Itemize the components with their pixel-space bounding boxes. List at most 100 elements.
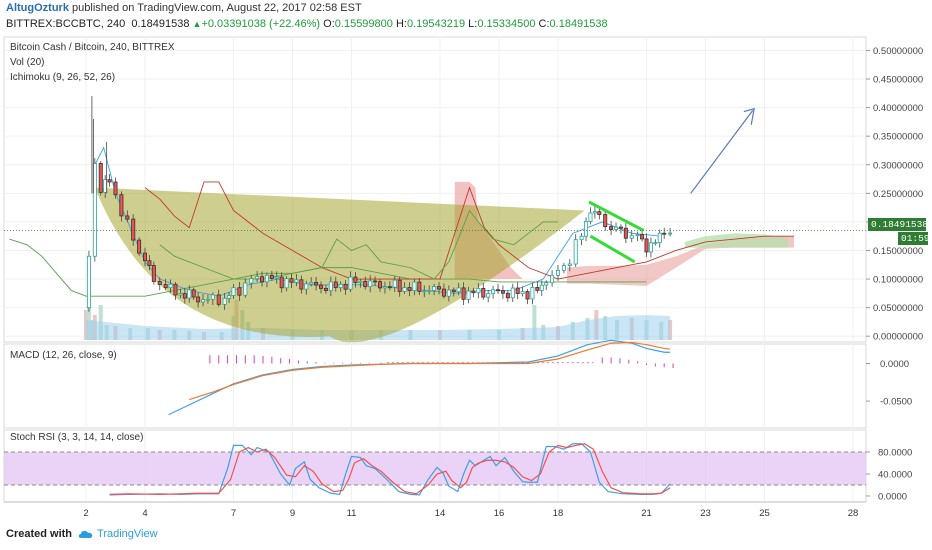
- y-tick-label: 0.25000000: [873, 189, 923, 200]
- bar-timer-tag: 01:59: [898, 232, 930, 245]
- candle-body: [289, 278, 294, 283]
- x-tick-label: 25: [759, 508, 770, 519]
- candle-body: [441, 288, 446, 297]
- candle-body: [151, 265, 156, 282]
- candle-body: [451, 289, 456, 293]
- x-tick-label: 11: [347, 508, 357, 519]
- arrow-head-icon: [743, 107, 755, 125]
- x-tick-label: 4: [142, 508, 147, 519]
- candle-body: [609, 226, 614, 230]
- candle-body: [446, 289, 451, 297]
- candle-body: [588, 212, 593, 222]
- candle-body: [309, 281, 314, 285]
- candle-body: [86, 255, 91, 309]
- volume-legend[interactable]: Vol (20): [10, 57, 45, 68]
- chart-canvas[interactable]: 2 4 7 9 11 14 16 18 21 23 25 28 0.50000000 0.45000000…: [0, 36, 932, 520]
- candle-body: [227, 295, 232, 299]
- y-tick-label: 0.30000000: [873, 160, 923, 171]
- candle-body: [92, 163, 97, 257]
- candle-body: [178, 293, 183, 296]
- y-tick-label: 0.50000000: [873, 46, 923, 57]
- candle-body: [163, 284, 168, 289]
- candle-body: [210, 294, 215, 300]
- candle-body: [274, 276, 279, 279]
- candle-body: [373, 280, 378, 283]
- candle-body: [222, 297, 227, 305]
- candle-body: [437, 286, 442, 290]
- candle-body: [476, 288, 481, 294]
- candle-body: [432, 286, 437, 291]
- last-price-tag: 0.18491538: [868, 218, 928, 231]
- tradingview-brand[interactable]: TradingView: [78, 528, 158, 540]
- y-tick-label: 0.40000000: [873, 103, 923, 114]
- candle-body: [525, 291, 530, 300]
- candle-body: [644, 238, 649, 253]
- candle-body: [520, 291, 525, 294]
- candle-body: [603, 214, 608, 228]
- candle-body: [157, 281, 162, 285]
- macd-y-tick-label: -0.0500: [880, 397, 912, 408]
- x-tick-label: 16: [494, 508, 505, 519]
- macd-legend[interactable]: MACD (12, 26, close, 9): [10, 350, 117, 361]
- volume-bar: [86, 285, 91, 340]
- candle-body: [597, 211, 602, 215]
- chart-frame[interactable]: 2 4 7 9 11 14 16 18 21 23 25 28 0.50000000 0.45000000…: [0, 36, 932, 520]
- author-link[interactable]: AltugOzturk: [6, 2, 69, 14]
- candle-body: [561, 265, 566, 271]
- candle-body: [196, 296, 201, 303]
- candle-body: [387, 286, 392, 289]
- macd-histogram: [209, 355, 674, 369]
- candle-body: [201, 299, 206, 303]
- candle-body: [173, 283, 178, 296]
- high-label: H:: [395, 18, 407, 30]
- candle-body: [279, 276, 284, 289]
- ichimoku-legend[interactable]: Ichimoku (9, 26, 52, 26): [10, 72, 116, 83]
- x-tick-label: 23: [700, 508, 711, 519]
- candle-body: [98, 163, 103, 193]
- candle-body: [125, 215, 130, 220]
- candle-body: [147, 260, 152, 266]
- header-ohlc-line: BITTREX:BCCBTC, 240 0.18491538 ▲+0.03391…: [6, 18, 608, 30]
- candle-body: [348, 276, 353, 290]
- candle-body: [550, 274, 555, 284]
- candle-body: [382, 286, 387, 289]
- candle-body: [539, 284, 544, 291]
- candle-body: [191, 289, 196, 298]
- candle-body: [343, 283, 348, 290]
- x-tick-label: 2: [83, 508, 88, 519]
- candle-body: [544, 282, 549, 286]
- stoch-rsi-legend[interactable]: Stoch RSI (3, 3, 14, 14, close): [10, 432, 144, 443]
- candle-body: [496, 289, 501, 292]
- open-value: 0.15599800: [334, 18, 393, 30]
- candle-body: [629, 235, 634, 239]
- candle-body: [216, 294, 221, 305]
- stoch-y-tick-label: 80.0000: [878, 448, 912, 459]
- candle-body: [314, 281, 319, 286]
- x-tick-label: 9: [290, 508, 295, 519]
- candle-body: [338, 283, 343, 288]
- volume-bar: [231, 316, 236, 340]
- symbol-label: BITTREX:BCCBTC, 240: [6, 18, 126, 30]
- macd-signal-line: [189, 341, 671, 401]
- volume-bar: [532, 305, 537, 340]
- low-value: 0.15334500: [477, 18, 536, 30]
- candle-body: [530, 287, 535, 300]
- candle-body: [648, 242, 653, 253]
- x-tick-label: 28: [848, 508, 859, 519]
- tradingview-cloud-icon: [78, 530, 93, 538]
- candle-body: [260, 276, 265, 283]
- up-arrow-icon: ▲: [192, 19, 202, 29]
- candle-body: [119, 194, 124, 217]
- candle-body: [635, 234, 640, 237]
- x-tick-label: 21: [641, 508, 652, 519]
- ichimoku-span-line: [159, 209, 558, 280]
- candle-body: [657, 232, 662, 244]
- x-tick-label: 14: [435, 508, 446, 519]
- ichimoku-cloud-green: [684, 233, 789, 248]
- candle-body: [182, 293, 187, 299]
- candle-body: [481, 288, 486, 298]
- candle-body: [284, 278, 289, 289]
- stoch-band: [4, 452, 866, 485]
- macd-y-tick-label: 0.0000: [880, 359, 909, 370]
- tradingview-label: TradingView: [97, 528, 158, 540]
